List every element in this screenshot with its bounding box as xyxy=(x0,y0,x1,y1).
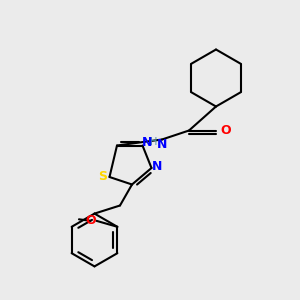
Text: O: O xyxy=(86,214,96,227)
Text: N: N xyxy=(152,160,162,173)
Text: N: N xyxy=(142,136,152,149)
Text: H: H xyxy=(150,137,157,147)
Text: O: O xyxy=(220,124,231,137)
Text: S: S xyxy=(98,170,107,184)
Text: N: N xyxy=(157,138,167,152)
